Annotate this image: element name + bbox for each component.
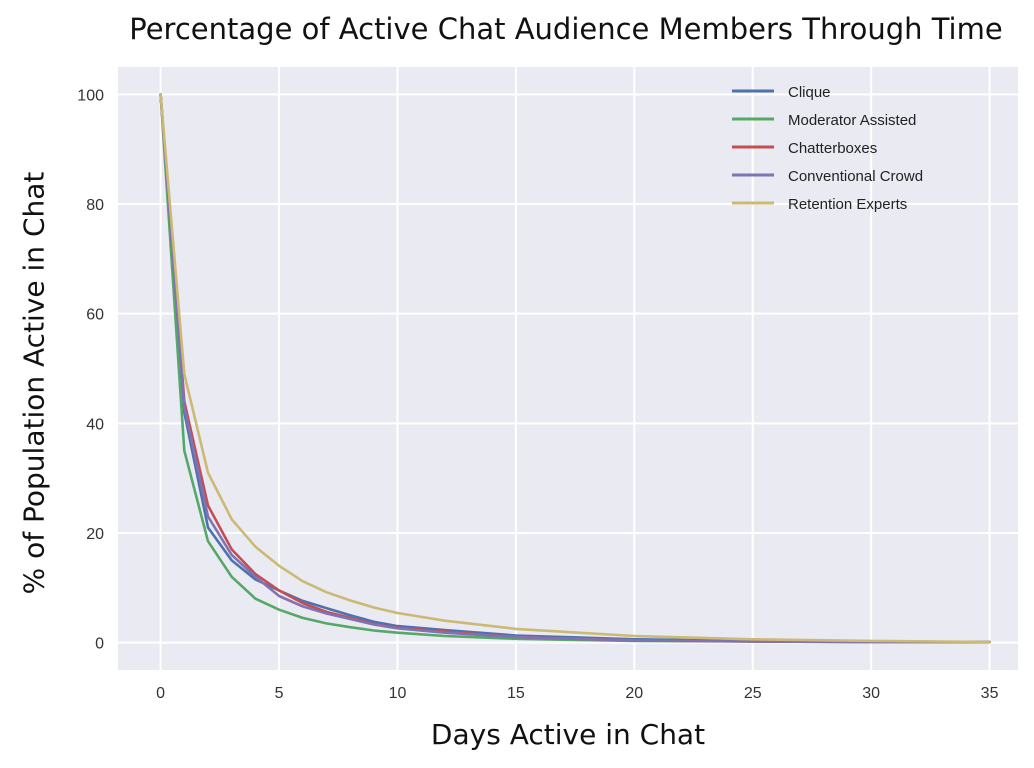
series-lines [159, 93, 991, 644]
tick-labels: 0 5 10 15 20 25 30 35 0 20 40 60 80 100 [77, 87, 998, 702]
grid-lines [118, 67, 1018, 670]
legend: Clique Moderator Assisted Chatterboxes Conv… [732, 84, 923, 213]
legend-entry: Clique [788, 84, 831, 101]
x-tick-label: 0 [156, 685, 165, 702]
x-tick-label: 5 [275, 685, 284, 702]
x-tick-label: 20 [625, 685, 643, 702]
y-tick-label: 80 [86, 197, 104, 214]
x-tick-label: 30 [862, 685, 880, 702]
y-tick-label: 60 [86, 307, 104, 324]
legend-entry: Chatterboxes [788, 140, 877, 157]
y-tick-label: 0 [95, 636, 104, 653]
y-tick-label: 20 [86, 526, 104, 543]
x-tick-label: 25 [744, 685, 762, 702]
series-line-retention-experts [159, 93, 991, 644]
y-tick-label: 100 [77, 87, 104, 104]
y-axis-label: % of Population Active in Chat [17, 171, 51, 595]
x-tick-label: 15 [507, 685, 525, 702]
plot-area-background [118, 67, 1018, 670]
legend-entry: Retention Experts [788, 196, 907, 213]
chart-title: Percentage of Active Chat Audience Membe… [129, 12, 1003, 46]
y-tick-label: 40 [86, 416, 104, 433]
x-axis-label: Days Active in Chat [430, 718, 706, 751]
x-tick-label: 10 [389, 685, 407, 702]
legend-entry: Conventional Crowd [788, 168, 923, 185]
series-line-conventional-crowd [159, 93, 991, 644]
legend-entry: Moderator Assisted [788, 112, 916, 129]
x-tick-label: 35 [981, 685, 999, 702]
